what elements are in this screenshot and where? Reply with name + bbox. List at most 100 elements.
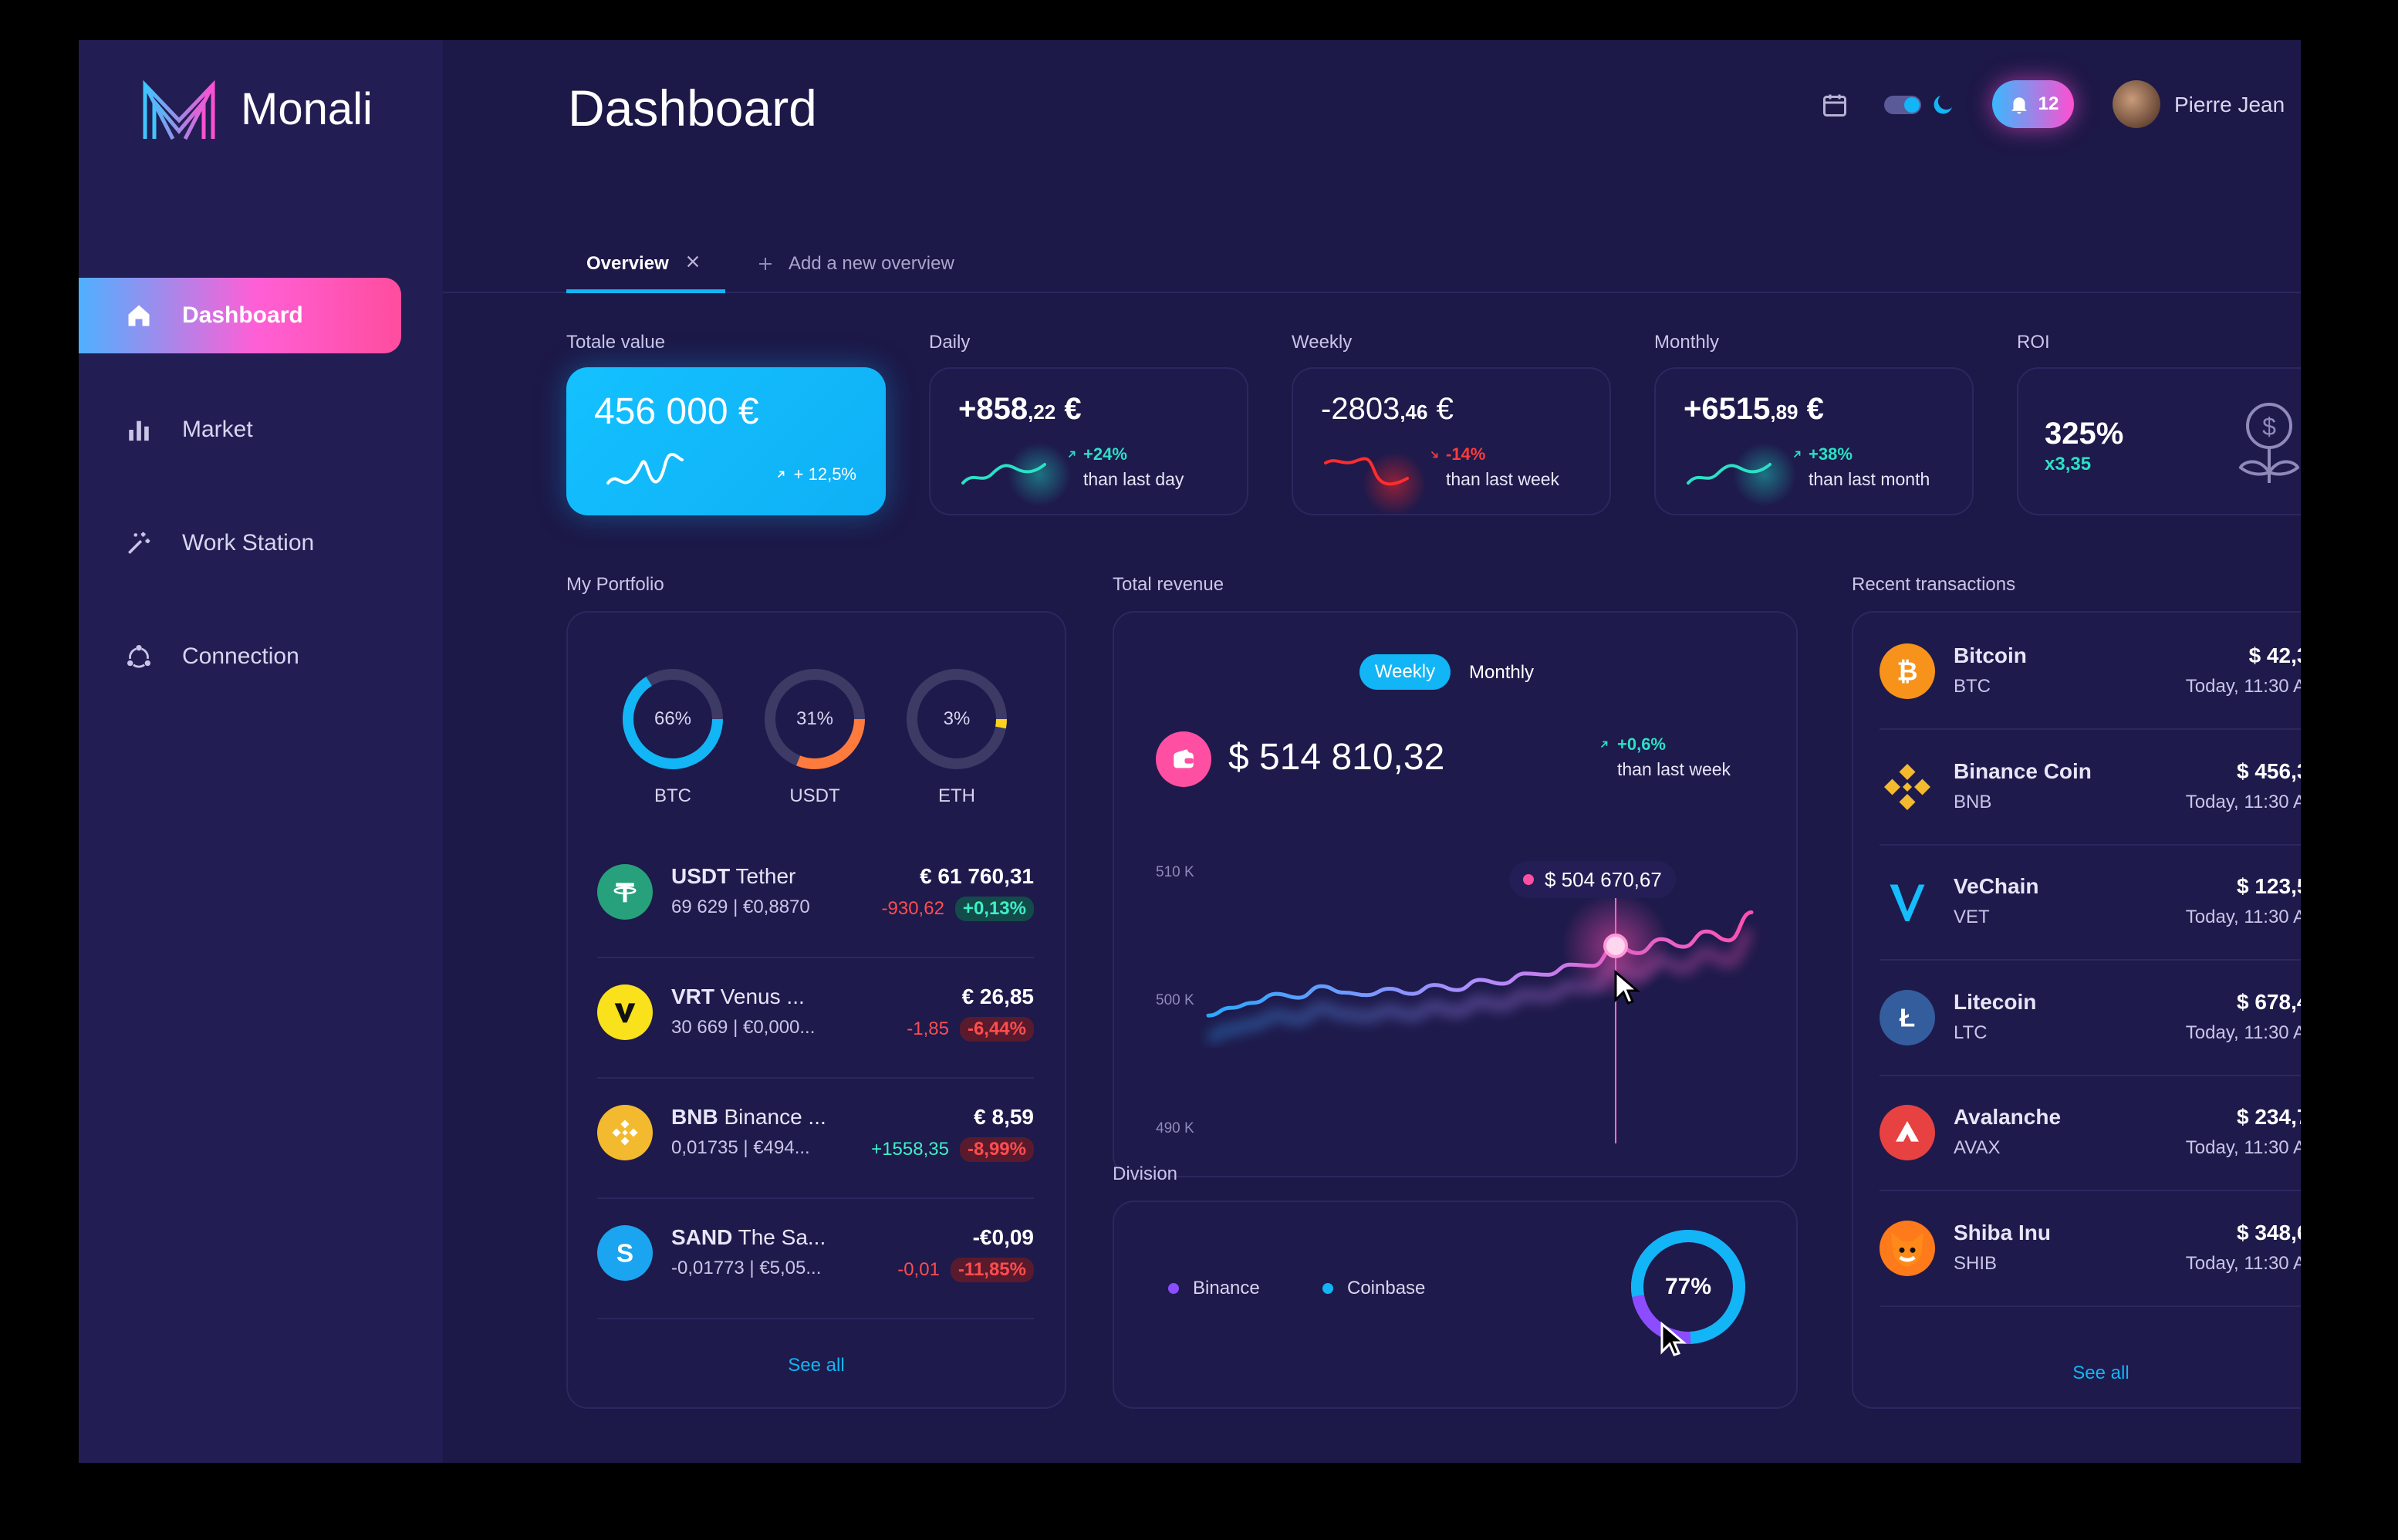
data-point[interactable] <box>1274 991 1278 996</box>
arrow-up-right-icon <box>1599 739 1609 750</box>
donut-ring <box>765 669 865 769</box>
transaction-amount: $ 123,55 <box>2237 874 2301 898</box>
asset-delta: -930,62 <box>881 898 944 919</box>
tab-overview[interactable]: Overview <box>566 242 725 293</box>
revenue-line-chart[interactable] <box>1114 613 1799 1179</box>
transactions-see-all-link[interactable]: See all <box>2072 1363 2129 1383</box>
transaction-row[interactable]: Avalanche AVAX $ 234,76 Today, 11:30 AM <box>1880 1076 2301 1191</box>
daily-card[interactable]: +858,22 € +24% than last day <box>929 367 1248 515</box>
data-point[interactable] <box>1478 978 1482 982</box>
donut-arc <box>765 669 865 769</box>
data-point[interactable] <box>1228 1005 1233 1010</box>
portfolio-row[interactable]: VRT Venus ... 30 669 | €0,000... € 26,85… <box>597 958 1034 1079</box>
sidebar-item-work-station[interactable]: Work Station <box>79 505 401 581</box>
asset-change: -1,85 -6,44% <box>907 1017 1034 1042</box>
notification-count: 12 <box>2038 93 2059 114</box>
weekly-label: Weekly <box>1292 332 1353 353</box>
portfolio-row[interactable]: USDT Tether 69 629 | €0,8870 € 61 760,31… <box>597 838 1034 958</box>
data-point[interactable] <box>1296 995 1301 1000</box>
weekly-card[interactable]: -2803,46 € -14% than last week <box>1292 367 1611 518</box>
glow <box>1005 440 1074 509</box>
coin-name: Binance Coin <box>1954 758 2092 783</box>
transaction-row[interactable]: Ł Litecoin LTC $ 678,45 Today, 11:30 AM <box>1880 961 2301 1076</box>
plus-icon <box>756 255 775 273</box>
add-overview-button[interactable]: Add a new overview <box>756 253 954 275</box>
magic-wand-icon <box>123 528 154 559</box>
avatar[interactable] <box>2113 80 2160 128</box>
moon-icon <box>1929 91 1957 123</box>
asset-delta: -0,01 <box>897 1259 940 1280</box>
tab-label: Overview <box>586 253 669 274</box>
bar-chart-icon <box>123 414 154 445</box>
monthly-toggle[interactable]: Monthly <box>1469 662 1535 683</box>
donut-btc[interactable]: 66% BTC <box>619 665 727 812</box>
transaction-row[interactable]: VeChain VET $ 123,55 Today, 11:30 AM <box>1880 845 2301 961</box>
y-tick-label: 490 K <box>1156 1120 1194 1136</box>
litecoin-icon: Ł <box>1880 989 1935 1045</box>
svg-text:$: $ <box>2262 413 2276 441</box>
donut-eth[interactable]: 3% ETH <box>903 665 1011 812</box>
portfolio-label: My Portfolio <box>566 574 664 595</box>
donut-arc <box>907 669 1007 769</box>
asset-value: -€0,09 <box>972 1225 1034 1249</box>
data-point[interactable] <box>1727 938 1731 943</box>
data-point[interactable] <box>1432 983 1437 988</box>
tooltip-dot <box>1523 874 1534 885</box>
data-point[interactable] <box>1455 988 1460 992</box>
tether-icon <box>597 864 653 920</box>
monthly-label: Monthly <box>1654 332 1720 353</box>
sparkline <box>1324 457 1409 486</box>
transaction-amount: $ 234,76 <box>2237 1105 2301 1129</box>
data-point[interactable] <box>1342 991 1346 995</box>
data-point[interactable] <box>1681 944 1686 949</box>
data-point[interactable] <box>1545 972 1550 977</box>
sidebar-item-dashboard[interactable]: Dashboard <box>79 278 401 353</box>
cursor-icon <box>1659 1321 1687 1363</box>
coin-symbol: BNB <box>1954 791 1992 812</box>
division-donut[interactable] <box>1626 1225 1750 1349</box>
calendar-icon[interactable] <box>1821 91 1849 123</box>
bitcoin-icon: ₿ <box>1880 643 1935 699</box>
data-point[interactable] <box>1206 1013 1211 1018</box>
venus-icon <box>597 984 653 1040</box>
weekly-change: -14% <box>1429 444 1485 464</box>
roi-card[interactable]: 325% x3,35 $ <box>2017 367 2301 515</box>
data-point[interactable] <box>1500 981 1505 986</box>
transaction-row[interactable]: ₿ Bitcoin BTC $ 42,30 Today, 11:30 AM <box>1880 614 2301 730</box>
data-point[interactable] <box>1387 987 1392 991</box>
data-point[interactable] <box>1704 929 1708 934</box>
highlight-point[interactable] <box>1603 933 1628 958</box>
portfolio-row[interactable]: S SAND The Sa... -0,01773 | €5,05... -€0… <box>597 1199 1034 1319</box>
revenue-note: than last week <box>1617 759 1731 779</box>
portfolio-see-all-link[interactable]: See all <box>788 1355 845 1376</box>
data-point[interactable] <box>1251 1001 1256 1005</box>
transactions-card: ₿ Bitcoin BTC $ 42,30 Today, 11:30 AM Bi… <box>1852 611 2301 1409</box>
asset-symbol: USDT <box>671 864 731 888</box>
division-percent: 77% <box>1664 1274 1712 1299</box>
asset-change: -0,01 -11,85% <box>897 1258 1034 1282</box>
monthly-card[interactable]: +6515,89 € +38% than last month <box>1654 367 1974 515</box>
data-point[interactable] <box>1749 910 1754 915</box>
data-point[interactable] <box>1523 971 1528 976</box>
theme-toggle[interactable] <box>1884 96 1921 114</box>
coin-name: Bitcoin <box>1954 643 2027 667</box>
sidebar-item-connection[interactable]: Connection <box>79 619 401 694</box>
sidebar-item-market[interactable]: Market <box>79 392 401 468</box>
asset-fullname: Binance ... <box>724 1105 826 1129</box>
user-name[interactable]: Pierre Jean <box>2174 93 2285 117</box>
portfolio-row[interactable]: BNB Binance ... 0,01735 | €494... € 8,59… <box>597 1079 1034 1199</box>
coin-name: VeChain <box>1954 874 2039 898</box>
close-icon[interactable] <box>684 253 701 274</box>
transaction-row[interactable]: Shiba Inu SHIB $ 348,69 Today, 11:30 AM <box>1880 1191 2301 1307</box>
data-point[interactable] <box>1319 984 1324 988</box>
coin-name: Avalanche <box>1954 1105 2062 1129</box>
transaction-row[interactable]: Binance Coin BNB $ 456,30 Today, 11:30 A… <box>1880 730 2301 846</box>
data-point[interactable] <box>1364 993 1369 998</box>
notifications-button[interactable]: 12 <box>1992 80 2074 128</box>
sidebar-item-label: Market <box>182 417 253 442</box>
total-value-card[interactable]: 456 000 € + 12,5% <box>566 367 886 515</box>
monthly-value: +6515,89 € <box>1684 392 1824 426</box>
weekly-toggle[interactable]: Weekly <box>1359 654 1451 690</box>
donut-usdt[interactable]: 31% USDT <box>761 665 869 812</box>
data-point[interactable] <box>1410 991 1414 996</box>
